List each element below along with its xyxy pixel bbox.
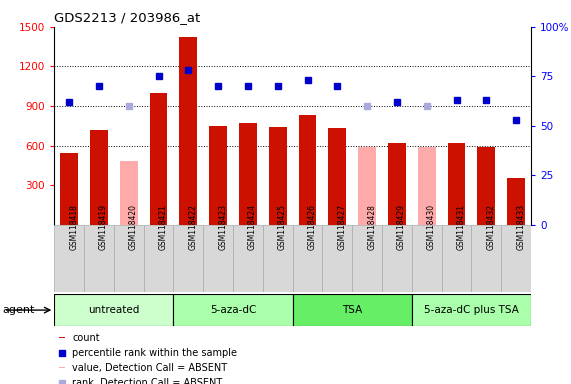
Bar	[269, 127, 287, 225]
Bar	[54, 294, 174, 326]
Bar	[120, 161, 138, 225]
Bar	[90, 130, 108, 225]
Text: GSM118420: GSM118420	[128, 204, 138, 250]
Text: GDS2213 / 203986_at: GDS2213 / 203986_at	[54, 11, 200, 24]
Bar	[292, 294, 412, 326]
Text: GSM118424: GSM118424	[248, 204, 257, 250]
Bar	[418, 147, 436, 225]
Text: GSM118427: GSM118427	[337, 204, 347, 250]
Bar	[174, 294, 292, 326]
Bar	[507, 179, 525, 225]
Bar	[472, 225, 501, 292]
Bar	[114, 225, 144, 292]
Bar	[54, 225, 84, 292]
Text: percentile rank within the sample: percentile rank within the sample	[73, 348, 238, 358]
Text: 5-aza-dC: 5-aza-dC	[210, 305, 256, 315]
Text: GSM118430: GSM118430	[427, 204, 436, 250]
Bar	[233, 225, 263, 292]
Text: GSM118431: GSM118431	[457, 204, 465, 250]
Text: rank, Detection Call = ABSENT: rank, Detection Call = ABSENT	[73, 377, 223, 384]
Bar	[179, 37, 198, 225]
Text: GSM118425: GSM118425	[278, 204, 287, 250]
Bar	[323, 225, 352, 292]
Bar	[150, 93, 167, 225]
Bar	[59, 337, 65, 338]
Text: TSA: TSA	[342, 305, 363, 315]
Bar	[388, 143, 406, 225]
Bar	[263, 225, 292, 292]
Text: GSM118433: GSM118433	[516, 204, 525, 250]
Bar	[299, 115, 316, 225]
Bar	[448, 143, 465, 225]
Text: GSM118432: GSM118432	[486, 204, 495, 250]
Text: GSM118423: GSM118423	[218, 204, 227, 250]
Bar	[60, 154, 78, 225]
Bar	[209, 126, 227, 225]
Text: agent: agent	[3, 305, 35, 315]
Text: GSM118426: GSM118426	[308, 204, 316, 250]
Bar	[328, 128, 346, 225]
Text: GSM118418: GSM118418	[69, 204, 78, 250]
Bar	[144, 225, 174, 292]
Bar	[203, 225, 233, 292]
Bar	[501, 225, 531, 292]
Bar	[292, 225, 323, 292]
Bar	[382, 225, 412, 292]
Text: GSM118419: GSM118419	[99, 204, 108, 250]
Bar	[358, 147, 376, 225]
Text: GSM118422: GSM118422	[188, 204, 198, 250]
Text: GSM118429: GSM118429	[397, 204, 406, 250]
Text: 5-aza-dC plus TSA: 5-aza-dC plus TSA	[424, 305, 519, 315]
Bar	[412, 225, 441, 292]
Bar	[352, 225, 382, 292]
Bar	[239, 123, 257, 225]
Text: GSM118421: GSM118421	[159, 204, 167, 250]
Bar	[412, 294, 531, 326]
Bar	[441, 225, 472, 292]
Bar	[477, 147, 495, 225]
Bar	[174, 225, 203, 292]
Text: value, Detection Call = ABSENT: value, Detection Call = ABSENT	[73, 362, 227, 373]
Bar	[84, 225, 114, 292]
Bar	[59, 367, 65, 368]
Text: untreated: untreated	[88, 305, 139, 315]
Text: count: count	[73, 333, 100, 343]
Text: GSM118428: GSM118428	[367, 204, 376, 250]
